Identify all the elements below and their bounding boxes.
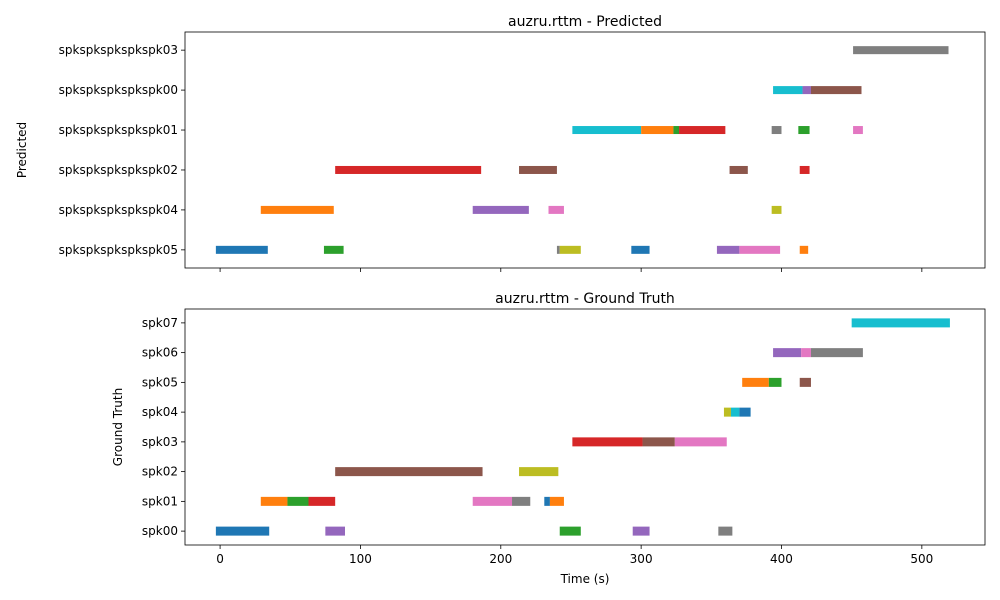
ground-truth-xtick-label: 0 [216, 552, 224, 566]
ground-truth-segment [801, 348, 811, 358]
ground-truth-ytick-label: spk03 [142, 435, 178, 449]
ground-truth-ytick-label: spk02 [142, 465, 178, 479]
ground-truth-ytick-label: spk07 [142, 316, 178, 330]
ground-truth-segment [544, 496, 550, 506]
predicted-segment [559, 245, 581, 254]
ground-truth-segment [799, 377, 811, 387]
predicted-segment [548, 205, 564, 214]
predicted-ytick-label: spkspkspkspkspk00 [59, 83, 178, 97]
predicted-segment [716, 245, 740, 254]
ground-truth-segment [768, 377, 782, 387]
predicted-segment [215, 245, 268, 254]
predicted-axes-frame [184, 31, 986, 269]
ground-truth-segment [674, 437, 727, 447]
predicted-segment [641, 126, 674, 135]
predicted-segment [773, 86, 803, 95]
ground-truth-ytick-label: spk05 [142, 375, 178, 389]
predicted-panel: spkspkspkspkspk05 spkspkspkspkspk04 spkspk… [15, 14, 986, 272]
predicted-segment [472, 205, 529, 214]
predicted-segment [799, 245, 809, 254]
predicted-segment [729, 165, 748, 174]
ground-truth-segment [723, 407, 731, 417]
predicted-ytick-label: spkspkspkspkspk04 [59, 203, 178, 217]
predicted-segment [323, 245, 344, 254]
ground-truth-xtick-label: 400 [770, 552, 793, 566]
ground-truth-segment [718, 526, 733, 536]
predicted-title: auzru.rttm - Predicted [508, 14, 662, 30]
predicted-segment [799, 165, 810, 174]
ground-truth-xtick-label: 100 [349, 552, 372, 566]
predicted-segment [810, 86, 862, 95]
ground-truth-segment [472, 496, 513, 506]
ground-truth-segment [572, 437, 643, 447]
predicted-segment [260, 205, 334, 214]
predicted-ytick-label: spkspkspkspkspk05 [59, 243, 178, 257]
predicted-segment [853, 46, 949, 55]
ground-truth-ytick-label: spk00 [142, 524, 178, 538]
ground-truth-segment [325, 526, 345, 536]
predicted-segment [572, 126, 642, 135]
predicted-segment [679, 126, 726, 135]
predicted-segment [556, 245, 560, 254]
predicted-ylabel: Predicted [15, 122, 29, 178]
ground-truth-xtick-label: 300 [630, 552, 653, 566]
predicted-segment [802, 86, 811, 95]
predicted-ytick-label: spkspkspkspkspk02 [59, 163, 178, 177]
ground-truth-xtick-label: 200 [489, 552, 512, 566]
predicted-segment [673, 126, 680, 135]
ground-truth-segment [739, 407, 751, 417]
ground-truth-segment [632, 526, 650, 536]
ground-truth-segment [215, 526, 270, 536]
predicted-segment [798, 126, 810, 135]
ground-truth-segment [335, 467, 483, 477]
ground-truth-segment [519, 467, 559, 477]
predicted-segment [335, 165, 482, 174]
ground-truth-xtick-label: 500 [910, 552, 933, 566]
ground-truth-ytick-label: spk04 [142, 405, 178, 419]
ground-truth-segment [851, 318, 950, 328]
ground-truth-segment [260, 496, 288, 506]
predicted-segment [519, 165, 557, 174]
ground-truth-segment [742, 377, 769, 387]
ground-truth-segment [730, 407, 740, 417]
predicted-ytick-label: spkspkspkspkspk01 [59, 123, 178, 137]
predicted-segment [853, 126, 863, 135]
ground-truth-segment [512, 496, 531, 506]
ground-truth-segment [308, 496, 336, 506]
ground-truth-segment [287, 496, 309, 506]
predicted-segment [739, 245, 781, 254]
predicted-segment [771, 126, 782, 135]
predicted-segment [771, 205, 782, 214]
ground-truth-segment [810, 348, 863, 358]
ground-truth-axes-frame [184, 308, 986, 546]
ground-truth-segment [559, 526, 581, 536]
predicted-segment [631, 245, 650, 254]
ground-truth-title: auzru.rttm - Ground Truth [495, 291, 675, 307]
ground-truth-ytick-label: spk01 [142, 494, 178, 508]
ground-truth-segment [642, 437, 675, 447]
predicted-ytick-label: spkspkspkspkspk03 [59, 43, 178, 57]
ground-truth-segment [549, 496, 564, 506]
ground-truth-segment [773, 348, 802, 358]
ground-truth-ytick-label: spk06 [142, 346, 178, 360]
ground-truth-ylabel: Ground Truth [111, 388, 125, 466]
ground-truth-panel: spk00 spk01 spk02 spk03 spk04 spk05 spk06 spk07… [111, 291, 986, 586]
ground-truth-xlabel: Time (s) [560, 572, 610, 586]
